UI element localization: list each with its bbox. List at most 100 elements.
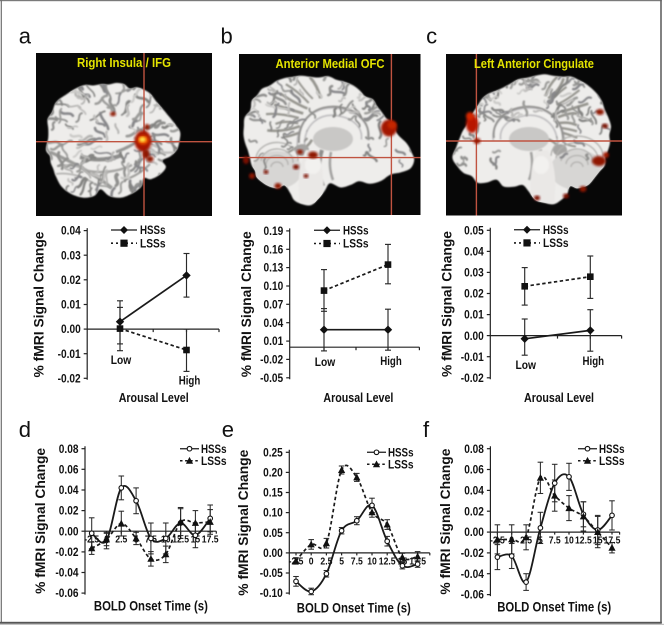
svg-text:LSSs: LSSs [201,456,227,468]
svg-text:0: 0 [309,555,314,567]
svg-text:0.05: 0.05 [263,528,283,540]
svg-text:HSSs: HSSs [388,447,414,459]
svg-text:d: d [19,417,31,442]
svg-text:LSSs: LSSs [343,239,369,251]
svg-text:0.02: 0.02 [61,275,81,287]
svg-text:0.04: 0.04 [464,486,484,498]
svg-text:-0.02: -0.02 [461,373,484,385]
svg-text:c: c [426,23,437,48]
svg-text:HSSs: HSSs [543,225,569,237]
svg-text:-0.02: -0.02 [260,355,283,367]
svg-text:LSSs: LSSs [543,238,569,250]
svg-text:12.5: 12.5 [172,534,189,546]
svg-text:Left Anterior Cingulate: Left Anterior Cingulate [474,57,594,71]
svg-text:0.05: 0.05 [464,225,484,237]
svg-text:-0.05: -0.05 [260,568,284,580]
svg-text:% fMRI Signal Change: % fMRI Signal Change [440,231,455,377]
svg-text:Low: Low [515,360,536,372]
svg-text:BOLD Onset Time (s): BOLD Onset Time (s) [297,600,411,615]
svg-text:Low: Low [315,357,336,369]
svg-text:Arousal Level: Arousal Level [524,390,594,405]
svg-text:0.19: 0.19 [264,226,284,238]
svg-text:2.5: 2.5 [115,534,127,546]
svg-text:-0.06: -0.06 [55,588,78,600]
svg-text:% fMRI Signal Change: % fMRI Signal Change [33,447,48,593]
svg-text:2.5: 2.5 [520,535,532,547]
svg-text:High: High [179,376,201,388]
svg-text:HSSs: HSSs [201,444,227,456]
svg-text:7.5: 7.5 [351,555,363,567]
svg-text:LSSs: LSSs [599,456,625,468]
svg-text:HSSs: HSSs [343,225,369,237]
svg-text:0.08: 0.08 [464,444,484,456]
svg-text:HSSs: HSSs [140,225,166,237]
svg-text:0.25: 0.25 [263,447,283,459]
svg-text:0.03: 0.03 [464,268,484,280]
svg-text:0.10: 0.10 [263,508,283,520]
svg-text:-0.02: -0.02 [55,547,78,559]
svg-text:15: 15 [398,555,408,567]
svg-text:BOLD Onset Time (s): BOLD Onset Time (s) [94,599,208,614]
svg-text:17.5: 17.5 [202,534,219,546]
svg-text:LSSs: LSSs [140,238,166,250]
svg-text:0.10: 0.10 [264,281,284,293]
svg-text:0.08: 0.08 [59,444,79,456]
svg-text:-0.04: -0.04 [55,568,79,580]
svg-text:BOLD Onset Time (s): BOLD Onset Time (s) [497,600,611,615]
svg-text:0.00: 0.00 [464,527,484,539]
svg-text:0.04: 0.04 [61,226,81,238]
svg-text:0.00: 0.00 [61,324,81,336]
svg-text:-0.01: -0.01 [461,352,485,364]
svg-text:10: 10 [564,535,574,547]
svg-text:0.15: 0.15 [263,488,283,500]
svg-text:15: 15 [191,534,201,546]
svg-text:Arousal Level: Arousal Level [323,390,393,405]
svg-text:-0.01: -0.01 [58,349,82,361]
svg-text:7.5: 7.5 [549,535,561,547]
svg-text:b: b [221,23,233,48]
svg-text:0.06: 0.06 [464,465,484,477]
svg-text:Right Insula / IFG: Right Insula / IFG [77,56,171,70]
svg-text:0.02: 0.02 [59,506,79,518]
svg-text:Arousal Level: Arousal Level [119,390,189,405]
svg-text:-0.06: -0.06 [461,590,484,602]
svg-text:High: High [583,356,605,368]
svg-text:% fMRI Signal Change: % fMRI Signal Change [32,231,47,377]
svg-text:-0.02: -0.02 [461,548,484,560]
svg-text:0.01: 0.01 [264,336,284,348]
svg-text:0.04: 0.04 [59,485,79,497]
svg-text:-0.05: -0.05 [260,373,284,385]
svg-text:10: 10 [367,555,377,567]
svg-text:0.20: 0.20 [263,468,283,480]
svg-text:0.13: 0.13 [264,263,284,275]
svg-text:5: 5 [339,555,344,567]
svg-text:% fMRI Signal Change: % fMRI Signal Change [438,448,453,594]
svg-text:0.16: 0.16 [264,244,284,256]
svg-text:f: f [423,417,430,442]
svg-text:12.5: 12.5 [379,555,396,567]
svg-text:12.5: 12.5 [575,535,592,547]
svg-text:Anterior Medial OFC: Anterior Medial OFC [276,57,385,71]
svg-text:0.00: 0.00 [263,548,283,560]
svg-text:15: 15 [593,535,603,547]
svg-text:0.01: 0.01 [464,310,484,322]
svg-text:e: e [222,417,234,442]
svg-text:Low: Low [111,355,132,367]
svg-text:-0.02: -0.02 [58,373,81,385]
svg-text:-0.04: -0.04 [461,569,485,581]
svg-text:-0.10: -0.10 [260,588,283,600]
svg-text:0.04: 0.04 [264,318,284,330]
svg-text:0.00: 0.00 [59,526,79,538]
svg-text:0.00: 0.00 [464,331,484,343]
svg-text:HSSs: HSSs [599,444,625,456]
svg-text:a: a [19,23,32,48]
svg-text:0.01: 0.01 [61,300,81,312]
svg-text:0.02: 0.02 [464,289,484,301]
svg-text:0.06: 0.06 [59,464,79,476]
svg-text:0.02: 0.02 [464,506,484,518]
svg-text:0.07: 0.07 [264,299,284,311]
svg-text:0.03: 0.03 [61,250,81,262]
svg-text:5: 5 [538,535,543,547]
svg-text:LSSs: LSSs [388,459,414,471]
svg-text:0.04: 0.04 [464,247,484,259]
